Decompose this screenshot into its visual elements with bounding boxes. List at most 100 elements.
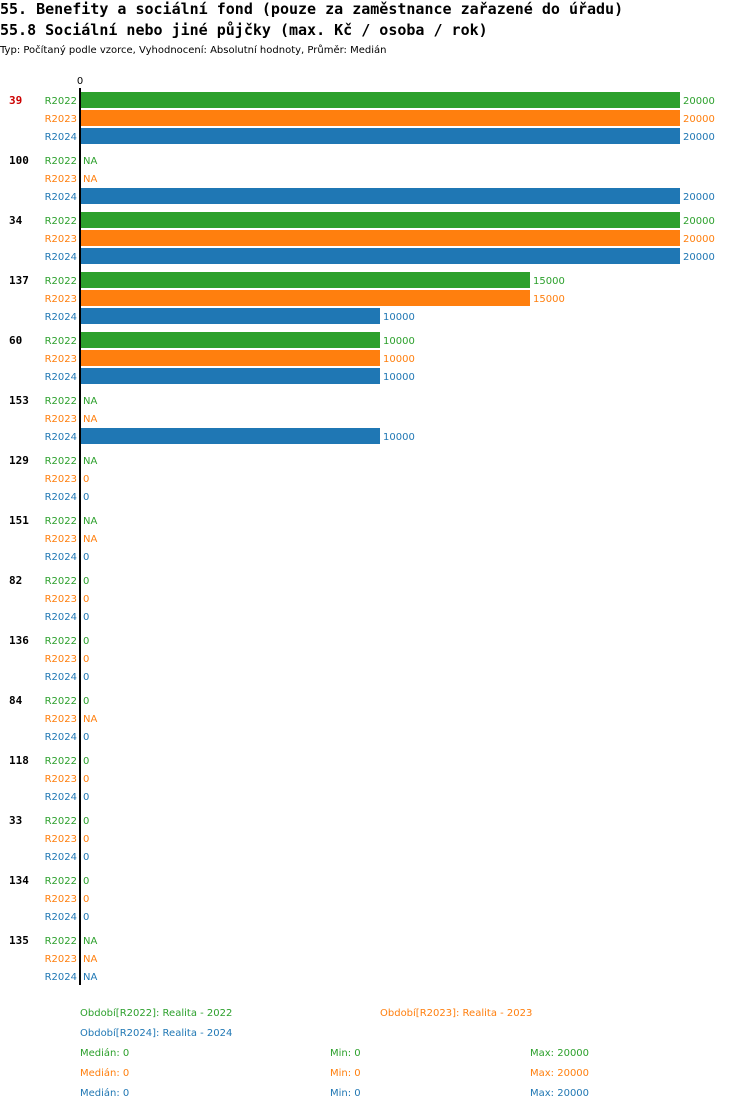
data-label: 0	[83, 594, 89, 605]
series-label: R2023	[45, 174, 77, 185]
data-label: 10000	[383, 354, 415, 365]
data-label: 20000	[683, 96, 715, 107]
bar	[80, 248, 680, 264]
series-label: R2022	[45, 336, 77, 347]
data-label: 0	[83, 654, 89, 665]
bar	[80, 230, 680, 246]
data-label: 0	[83, 756, 89, 767]
legend-median-r2024: Medián: 0	[80, 1088, 130, 1099]
data-label: 20000	[683, 216, 715, 227]
group-label: 151	[9, 514, 29, 527]
series-label: R2024	[45, 252, 77, 263]
legend-min-r2023: Min: 0	[330, 1068, 361, 1079]
data-label: 0	[83, 852, 89, 863]
data-label: NA	[83, 156, 97, 167]
data-label: 0	[83, 672, 89, 683]
data-label: NA	[83, 456, 97, 467]
series-label: R2024	[45, 552, 77, 563]
series-label: R2024	[45, 732, 77, 743]
series-label: R2024	[45, 192, 77, 203]
data-label: 20000	[683, 132, 715, 143]
series-label: R2024	[45, 372, 77, 383]
series-label: R2024	[45, 972, 77, 983]
legend-max-r2023: Max: 20000	[530, 1068, 590, 1079]
data-label: 0	[83, 894, 89, 905]
group-label: 39	[9, 94, 22, 107]
group-label: 84	[9, 694, 23, 707]
series-label: R2022	[45, 216, 77, 227]
series-label: R2024	[45, 672, 77, 683]
legend-median-r2023: Medián: 0	[80, 1068, 130, 1079]
data-label: 0	[83, 696, 89, 707]
series-label: R2023	[45, 114, 77, 125]
data-label: NA	[83, 954, 97, 965]
series-label: R2023	[45, 654, 77, 665]
data-label: 0	[83, 732, 89, 743]
series-label: R2024	[45, 852, 77, 863]
series-label: R2023	[45, 354, 77, 365]
series-label: R2024	[45, 432, 77, 443]
data-label: 10000	[383, 372, 415, 383]
bar	[80, 92, 680, 108]
data-label: 15000	[533, 294, 565, 305]
series-label: R2022	[45, 876, 77, 887]
data-label: 20000	[683, 234, 715, 245]
data-label: NA	[83, 396, 97, 407]
data-label: 0	[83, 876, 89, 887]
series-label: R2022	[45, 396, 77, 407]
bar	[80, 272, 530, 288]
series-label: R2023	[45, 954, 77, 965]
group-label: 137	[9, 274, 29, 287]
data-label: 0	[83, 576, 89, 587]
group-label: 34	[9, 214, 23, 227]
series-label: R2024	[45, 312, 77, 323]
data-label: 10000	[383, 312, 415, 323]
group-label: 33	[9, 814, 22, 827]
series-label: R2022	[45, 96, 77, 107]
data-label: NA	[83, 972, 97, 983]
series-label: R2023	[45, 774, 77, 785]
series-label: R2022	[45, 156, 77, 167]
series-label: R2022	[45, 276, 77, 287]
legend-median-r2022: Medián: 0	[80, 1048, 130, 1059]
group-label: 136	[9, 634, 29, 647]
series-label: R2022	[45, 636, 77, 647]
data-label: 0	[83, 792, 89, 803]
series-label: R2023	[45, 834, 77, 845]
legend-min-r2022: Min: 0	[330, 1048, 361, 1059]
group-label: 134	[9, 874, 29, 887]
group-label: 82	[9, 574, 22, 587]
legend-period-r2022: Období[R2022]: Realita - 2022	[80, 1008, 233, 1019]
series-label: R2023	[45, 594, 77, 605]
series-label: R2024	[45, 792, 77, 803]
series-label: R2023	[45, 414, 77, 425]
data-label: 20000	[683, 114, 715, 125]
series-label: R2022	[45, 756, 77, 767]
legend-min-r2024: Min: 0	[330, 1088, 361, 1099]
data-label: 20000	[683, 192, 715, 203]
group-label: 153	[9, 394, 29, 407]
series-label: R2024	[45, 132, 77, 143]
data-label: NA	[83, 714, 97, 725]
bar	[80, 308, 380, 324]
chart-subtitle: 55.8 Sociální nebo jiné půjčky (max. Kč …	[0, 21, 488, 39]
series-label: R2023	[45, 534, 77, 545]
data-label: 10000	[383, 432, 415, 443]
series-label: R2023	[45, 294, 77, 305]
group-label: 135	[9, 934, 29, 947]
data-label: 0	[83, 834, 89, 845]
bar	[80, 212, 680, 228]
group-label: 118	[9, 754, 29, 767]
series-label: R2023	[45, 714, 77, 725]
data-label: 0	[83, 636, 89, 647]
series-label: R2022	[45, 456, 77, 467]
axis-zero-label: 0	[77, 76, 83, 87]
bar	[80, 128, 680, 144]
data-label: 0	[83, 774, 89, 785]
page-title: 55. Benefity a sociální fond (pouze za z…	[0, 0, 624, 18]
chart-meta: Typ: Počítaný podle vzorce, Vyhodnocení:…	[0, 45, 387, 56]
bar-chart: 0 39 R2022 20000 R2023 20000 R2024 20000 100 R202…	[9, 76, 715, 985]
bar	[80, 368, 380, 384]
series-label: R2023	[45, 894, 77, 905]
data-label: 0	[83, 816, 89, 827]
